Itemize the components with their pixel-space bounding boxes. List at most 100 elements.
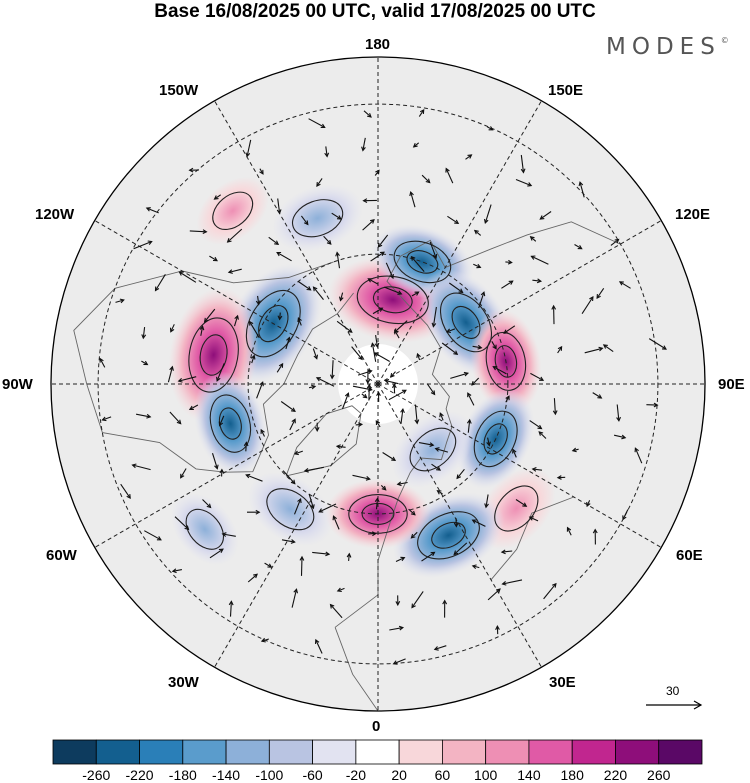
wind-vector: [515, 499, 528, 507]
wind-vector: [648, 338, 667, 350]
colorbar-tick-label: -60: [302, 767, 322, 783]
colorbar-tick-label: -260: [82, 767, 110, 783]
contour-neg-25e: [417, 511, 480, 560]
wind-vector: [431, 306, 437, 328]
anomaly-layer: [168, 176, 556, 579]
wind-vector: [245, 473, 263, 482]
wind-vector: [634, 447, 643, 464]
wind-vector: [445, 167, 454, 184]
colorbar-swatch: [268, 739, 313, 765]
wind-vector: [101, 416, 112, 422]
wind-vector: [338, 292, 344, 302]
wind-vector: [255, 295, 261, 306]
wind-vector: [410, 255, 425, 272]
wind-vector: [276, 251, 292, 262]
contour-inner-neg-65e: [483, 423, 508, 455]
wind-vector: [505, 259, 513, 265]
wind-vector: [293, 450, 303, 456]
wind-vector: [308, 494, 315, 510]
wind-vector: [145, 207, 159, 214]
wind-vector: [169, 411, 182, 425]
wind-vector: [318, 503, 337, 513]
wind-vector: [501, 579, 523, 586]
contour-neg-75w: [209, 394, 252, 453]
wind-vectors: [99, 108, 667, 665]
wind-vector: [530, 372, 545, 381]
meridian-line: [207, 383, 379, 679]
contour-lines: [185, 191, 539, 560]
contour-inner-neg-25e: [431, 521, 466, 549]
meridian-line: [377, 213, 673, 385]
wind-vector: [221, 532, 236, 537]
wind-vector: [418, 442, 435, 448]
lon-label-30w: 30W: [168, 674, 199, 691]
wind-vector: [414, 404, 420, 425]
anomaly-neg-160w: [272, 184, 364, 252]
wind-vector: [226, 228, 243, 243]
wind-vector: [492, 366, 507, 375]
wind-vector: [202, 499, 212, 509]
wind-vector: [245, 139, 252, 158]
wind-vector: [312, 286, 324, 300]
wind-vector: [429, 241, 438, 259]
wind-vector: [396, 481, 408, 487]
wind-vector: [144, 530, 162, 541]
wind-vector: [616, 404, 622, 422]
lon-label-60e: 60E: [676, 547, 703, 564]
contour-pos-170e: [356, 275, 429, 325]
wind-vector: [530, 255, 549, 265]
wind-vector: [478, 291, 486, 309]
wind-vector: [448, 282, 464, 294]
colorbar-swatch: [485, 739, 530, 765]
wind-vector: [500, 549, 513, 555]
lon-label-180: 180: [365, 36, 391, 53]
wind-vector: [291, 588, 299, 608]
wind-vector: [483, 204, 492, 224]
wind-vector: [336, 320, 353, 333]
wind-vector: [293, 497, 302, 515]
wind-vector: [314, 638, 323, 654]
contour-pos-150w: [212, 191, 254, 231]
colorbar-swatch: [528, 739, 573, 765]
wind-vector: [259, 168, 264, 175]
wind-vector: [618, 281, 631, 289]
wind-vector: [167, 365, 174, 383]
wind-vector: [141, 360, 149, 366]
wind-vector: [323, 235, 332, 245]
wind-vector: [189, 229, 208, 234]
wind-vector: [303, 466, 324, 473]
wind-vector: [375, 420, 381, 428]
wind-vector: [209, 255, 218, 262]
wind-vector: [471, 377, 480, 386]
wind-vector: [472, 344, 483, 350]
wind-vector: [421, 174, 431, 184]
reference-vector-label: 30: [666, 684, 680, 698]
meridian-line: [207, 89, 379, 385]
wind-vector: [250, 354, 256, 364]
wind-vector: [412, 142, 420, 148]
wind-vector: [154, 274, 166, 292]
contour-neg-140e: [393, 240, 452, 284]
colorbar-tick-label: -100: [255, 767, 283, 783]
wind-vector: [571, 447, 579, 453]
wind-vector: [557, 345, 563, 354]
wind-vector: [408, 508, 416, 516]
meridian-line: [83, 213, 379, 385]
wind-vector: [390, 371, 396, 378]
wind-vector: [367, 278, 378, 285]
wind-vector: [528, 516, 539, 522]
colorbar-swatch: [441, 739, 487, 765]
wind-vector: [433, 645, 447, 651]
wind-vector: [362, 219, 375, 231]
wind-vector: [389, 625, 405, 631]
lon-label-120w: 120W: [35, 206, 75, 223]
wind-vector: [395, 595, 401, 607]
colorbar-tick-label: 260: [647, 767, 671, 783]
coastline-4: [490, 496, 574, 581]
wind-vector: [131, 463, 151, 471]
wind-vector: [495, 625, 500, 635]
lon-label-150e: 150E: [548, 82, 584, 99]
wind-vector: [384, 286, 403, 295]
wind-vector: [465, 154, 473, 160]
wind-vector: [213, 194, 222, 200]
